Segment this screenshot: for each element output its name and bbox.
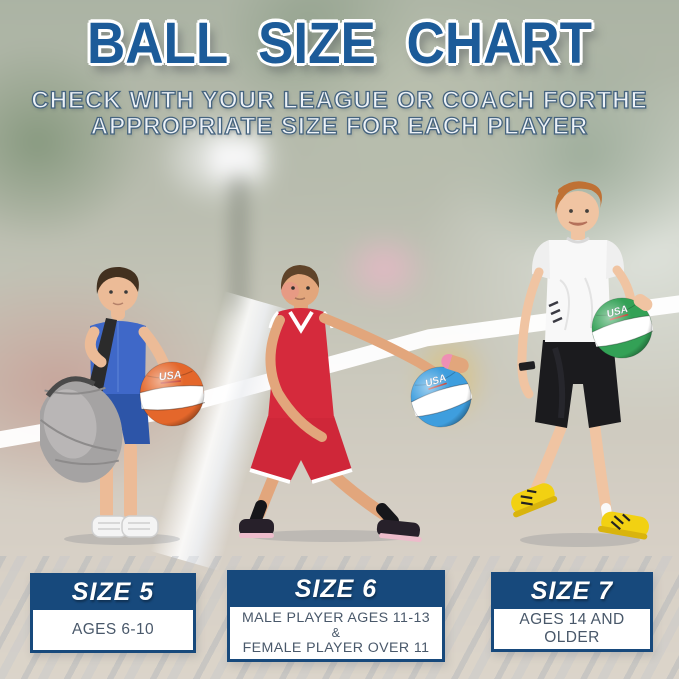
size-6-basketball: USA xyxy=(410,366,472,428)
size-5-ages-text: AGES 6-10 xyxy=(71,621,154,638)
size-7-basketball: USA xyxy=(591,297,653,359)
size-5-age-range: AGES 6-10 xyxy=(33,610,193,650)
size-7-info-card: SIZE 7 AGES 14 AND OLDER xyxy=(491,572,653,652)
basketball-hoop-pole xyxy=(235,176,243,313)
subtitle-line-2: APPROPRIATE SIZE FOR EACH PLAYER xyxy=(90,113,589,140)
size-7-age-range: AGES 14 AND OLDER xyxy=(494,609,650,649)
subtitle-line-1: CHECK WITH YOUR LEAGUE OR COACH FORTHE xyxy=(31,87,648,114)
basketball-hoop-backboard xyxy=(211,138,263,179)
size-7-label: SIZE 7 xyxy=(494,575,650,609)
size-6-female-ages-text: FEMALE PLAYER OVER 11 xyxy=(242,639,430,656)
size-5-player-illustration xyxy=(40,266,180,545)
size-7-ages-text: AGES 14 AND OLDER xyxy=(519,611,625,646)
size-5-basketball: USA xyxy=(139,361,205,427)
size-6-player-illustration xyxy=(239,265,455,543)
size-6-info-card: SIZE 6 MALE PLAYER AGES 11-13 & FEMALE P… xyxy=(227,570,445,662)
page-title: BALL SIZE CHART xyxy=(86,11,593,77)
size-7-player-illustration xyxy=(511,181,649,547)
size-6-male-ages-text: MALE PLAYER AGES 11-13 xyxy=(241,609,431,626)
gray-duffel-bag xyxy=(40,376,123,483)
size-6-age-range: MALE PLAYER AGES 11-13 & FEMALE PLAYER O… xyxy=(230,607,442,659)
size-6-label: SIZE 6 xyxy=(230,573,442,607)
page-subtitle: CHECK WITH YOUR LEAGUE OR COACH FORTHE A… xyxy=(0,87,679,140)
size-5-label: SIZE 5 xyxy=(33,576,193,610)
size-6-ampersand: & xyxy=(331,625,341,640)
size-5-info-card: SIZE 5 AGES 6-10 xyxy=(30,573,196,653)
